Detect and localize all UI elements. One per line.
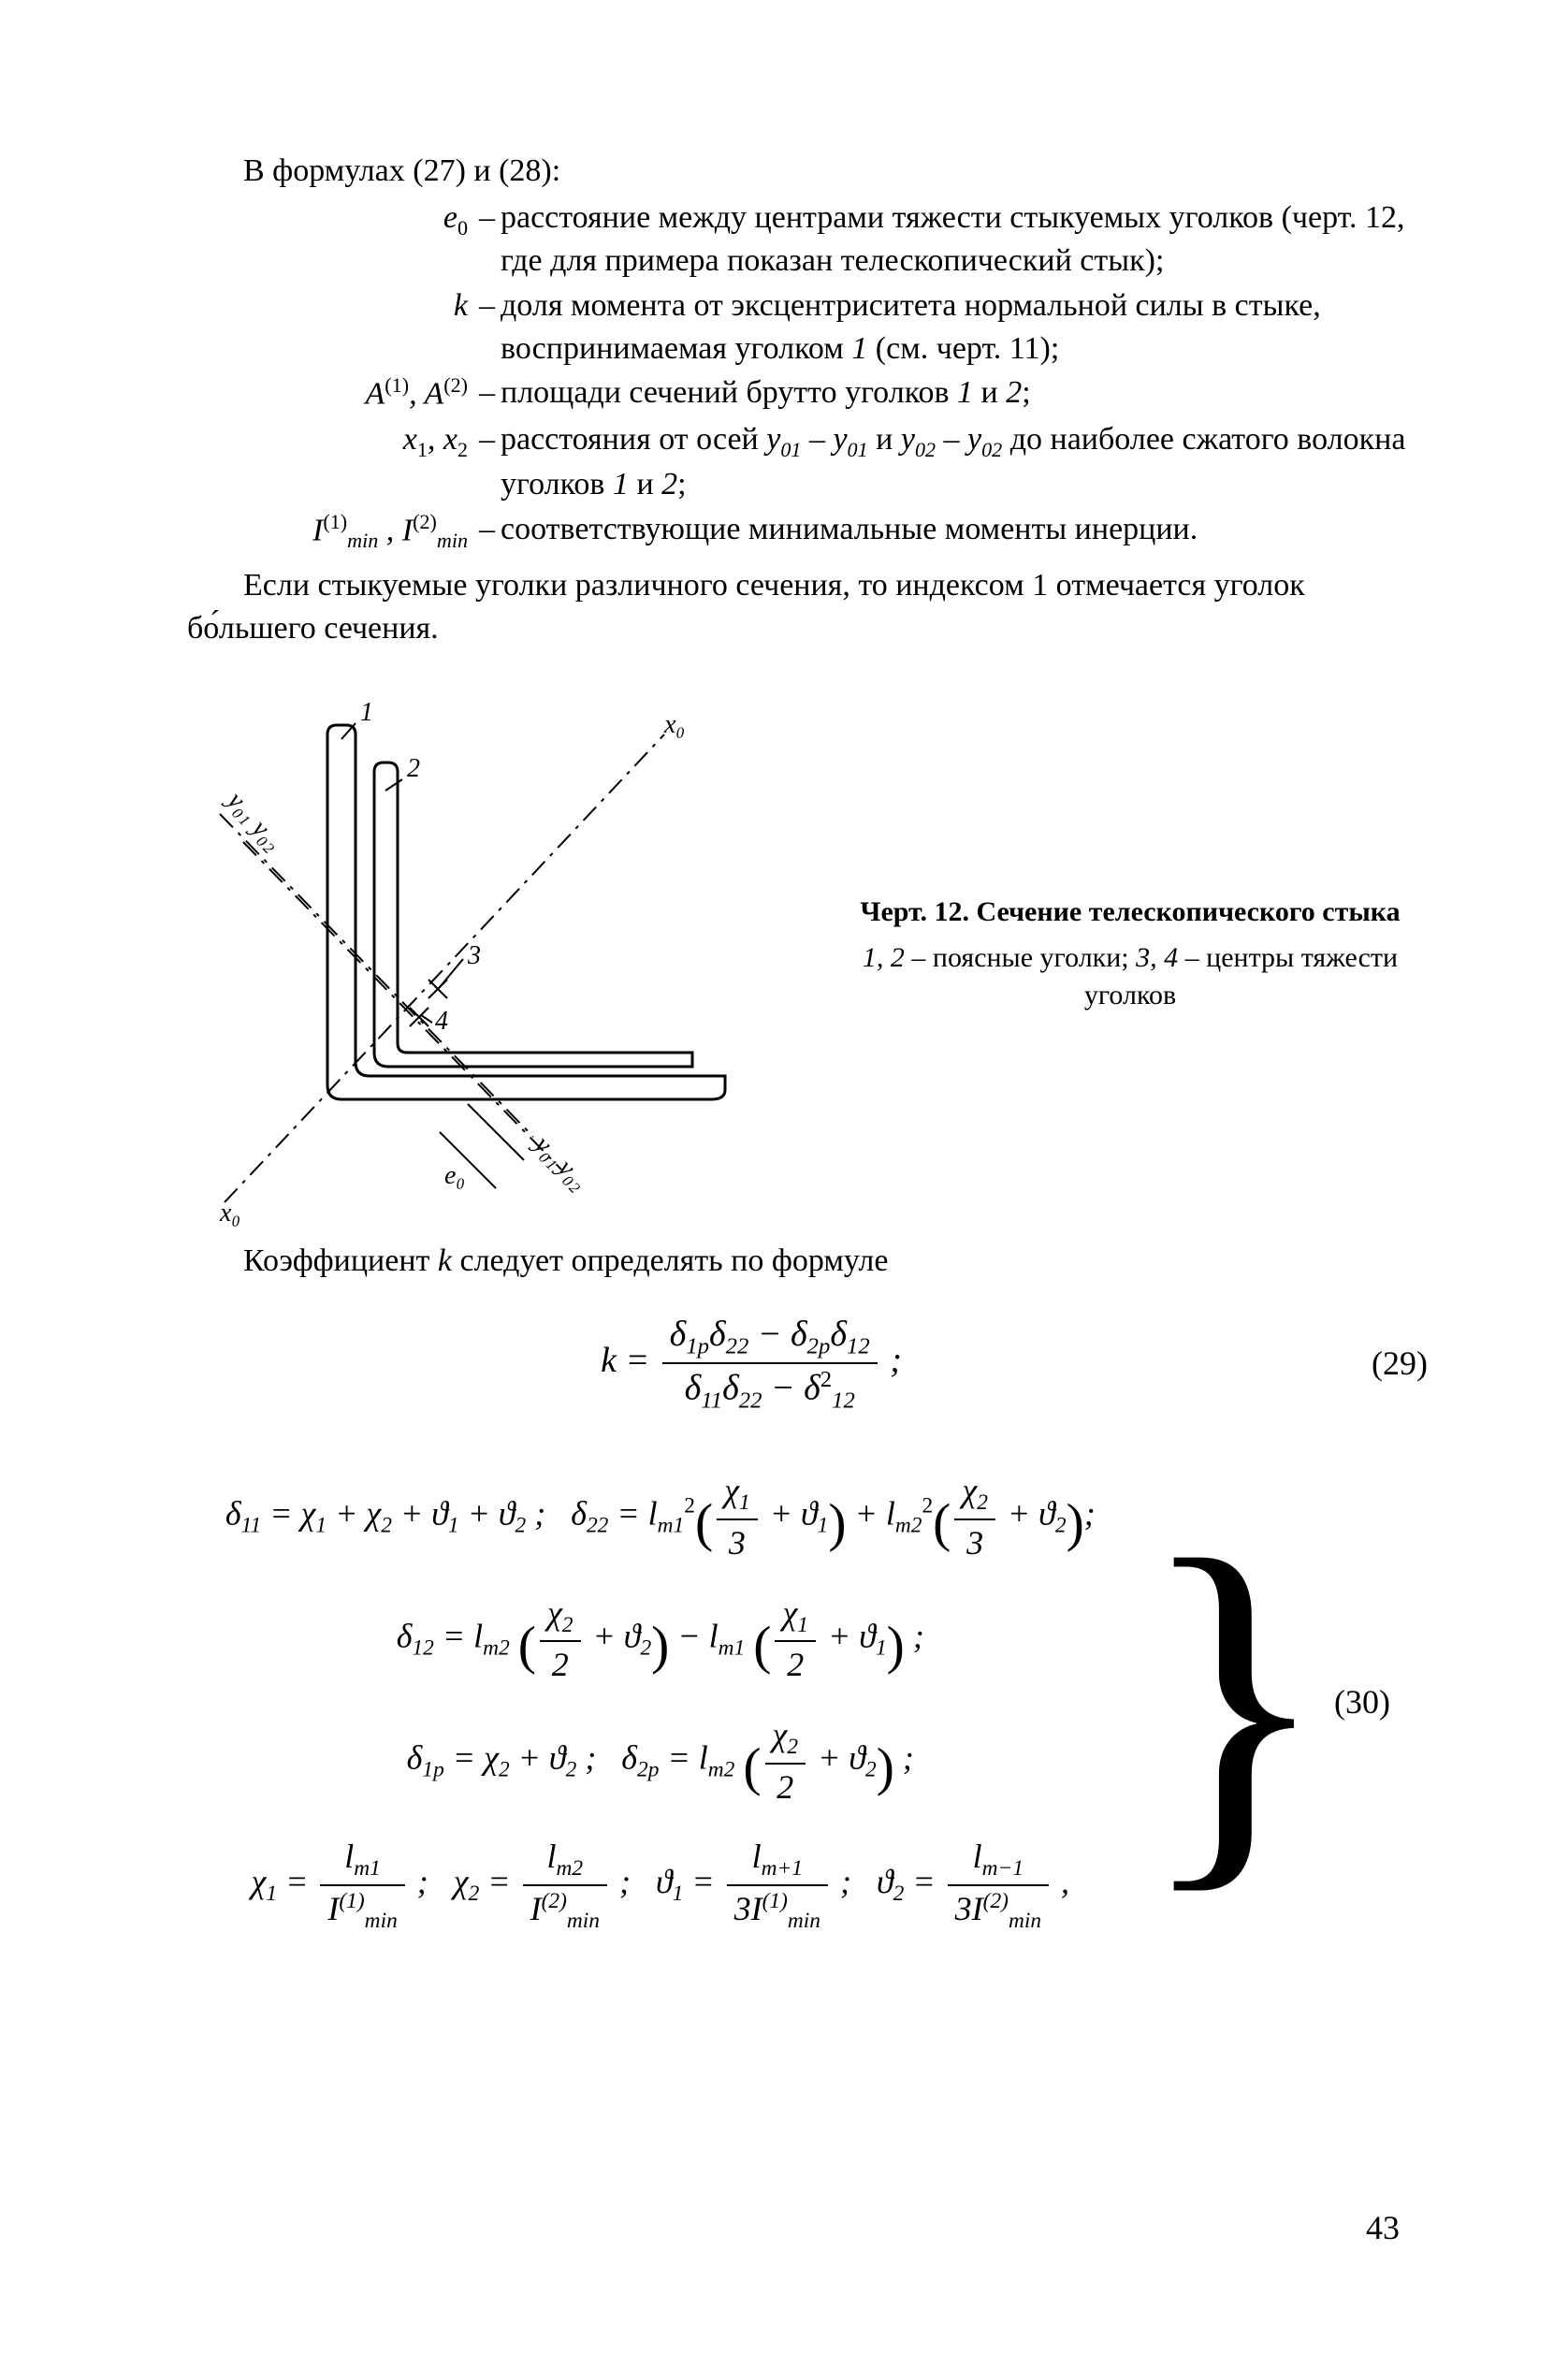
figure-row: 1 2 3 4 x₀ x₀ y₀₁ y₀₂ y₀₁ y₀₂ e₀ Черт. 1	[187, 678, 1428, 1230]
page-number: 43	[1366, 2205, 1400, 2251]
def-term: I(1)min , I(2)min	[187, 508, 473, 555]
fig-label-x0: x₀	[219, 1199, 240, 1228]
fig-label-x0: x₀	[663, 710, 685, 739]
def-desc: расстояние между центрами тяжести стыкуе…	[501, 196, 1428, 283]
fig-label-e0: e₀	[444, 1161, 465, 1190]
equation-number: (29)	[1315, 1341, 1428, 1387]
def-row: A(1), A(2) – площади сечений брутто угол…	[187, 371, 1428, 415]
figure-caption-title: Черт. 12. Сечение телескопического стыка	[833, 894, 1428, 932]
equation-30: δ11 = χ1 + χ2 + ϑ1 + ϑ2 ; δ22 = lm12(χ13…	[187, 1444, 1428, 1961]
def-desc: расстояния от осей y01 – y01 и y02 – y02…	[501, 418, 1428, 507]
paragraph: Коэффициент k следует определять по форм…	[187, 1240, 1428, 1283]
fig-label-1: 1	[360, 698, 373, 727]
figure-caption-legend: 1, 2 – поясные уголки; 3, 4 – центры тяж…	[833, 939, 1428, 1015]
fig-label-4: 4	[435, 1007, 448, 1036]
equation-29: k = δ1pδ22 − δ2pδ12δ11δ22 − δ212 ; (29)	[187, 1311, 1428, 1417]
fig-label-2: 2	[407, 754, 420, 783]
def-term: A(1), A(2)	[187, 371, 473, 415]
def-term: x1, x2	[187, 418, 473, 507]
def-row: e0 – расстояние между центрами тяжести с…	[187, 196, 1428, 283]
def-term: e0	[187, 196, 473, 283]
def-desc: соответствующие минимальные моменты инер…	[501, 508, 1428, 555]
def-desc: доля момента от эксцентриситета нормальн…	[501, 284, 1428, 371]
equation-number: (30)	[1334, 1679, 1428, 1725]
def-desc: площади сечений брутто уголков 1 и 2;	[501, 371, 1428, 415]
page: В формулах (27) и (28): e0 – расстояние …	[0, 0, 1568, 2354]
intro-paragraph: В формулах (27) и (28):	[187, 150, 1428, 193]
def-term: k	[187, 284, 473, 371]
figure-12: 1 2 3 4 x₀ x₀ y₀₁ y₀₂ y₀₁ y₀₂ e₀	[187, 678, 805, 1230]
def-row: I(1)min , I(2)min – соответствующие мини…	[187, 508, 1428, 555]
definition-list: e0 – расстояние между центрами тяжести с…	[187, 196, 1428, 555]
fig-label-3: 3	[467, 941, 481, 970]
paragraph: Если стыкуемые уголки различного сечения…	[187, 564, 1428, 650]
def-row: k – доля момента от эксцентриситета норм…	[187, 284, 1428, 371]
def-row: x1, x2 – расстояния от осей y01 – y01 и …	[187, 418, 1428, 507]
figure-caption: Черт. 12. Сечение телескопического стыка…	[805, 894, 1428, 1015]
right-brace: }	[1134, 1532, 1334, 1874]
